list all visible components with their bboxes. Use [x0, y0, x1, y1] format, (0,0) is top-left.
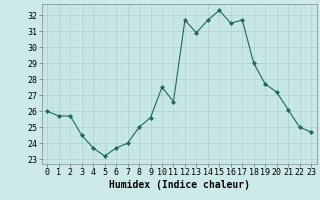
X-axis label: Humidex (Indice chaleur): Humidex (Indice chaleur) [109, 180, 250, 190]
